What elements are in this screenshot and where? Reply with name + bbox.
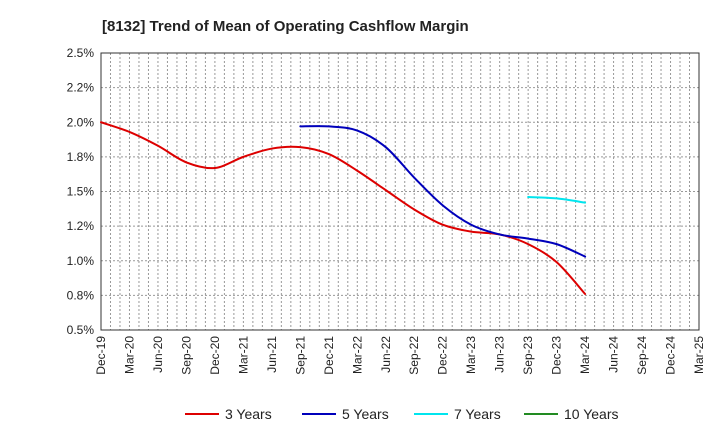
- x-tick-label: Dec-22: [436, 336, 450, 375]
- axis-layer: 0.5% 0.8% 1.0% 1.2% 1.5% 1.8% 2.0% 2.2% 2.5% Dec-…: [67, 46, 706, 375]
- y-tick-label: 2.5%: [67, 46, 95, 60]
- x-tick-label: Dec-24: [664, 336, 678, 375]
- chart-title: [8132] Trend of Mean of Operating Cashfl…: [102, 18, 469, 35]
- x-tick-label: Sep-22: [407, 336, 421, 375]
- x-tick-label: Mar-22: [350, 336, 364, 374]
- legend-label-5-years: 5 Years: [342, 406, 389, 422]
- series-line-5-years: [299, 125, 587, 258]
- y-tick-label: 1.0%: [67, 254, 95, 268]
- x-tick-label: Mar-23: [464, 336, 478, 374]
- x-tick-label: Dec-23: [550, 336, 564, 375]
- y-tick-label: 1.2%: [67, 219, 95, 233]
- legend-label-7-years: 7 Years: [454, 406, 501, 422]
- x-tick-label: Mar-25: [692, 336, 706, 374]
- plot-area: [101, 53, 699, 330]
- x-tick-label: Jun-23: [493, 336, 507, 373]
- grid-layer: [101, 52, 699, 331]
- x-tick-label: Jun-22: [379, 336, 393, 373]
- x-tick-label: Dec-19: [94, 336, 108, 375]
- legend-label-10-years: 10 Years: [564, 406, 619, 422]
- x-tick-label: Dec-20: [208, 336, 222, 375]
- y-tick-label: 1.8%: [67, 150, 95, 164]
- y-tick-label: 2.2%: [67, 81, 95, 95]
- y-tick-label: 1.5%: [67, 185, 95, 199]
- x-tick-label: Jun-20: [151, 336, 165, 373]
- x-tick-label: Mar-20: [122, 336, 136, 374]
- plot-border: [100, 52, 700, 331]
- x-tick-label: Sep-21: [293, 336, 307, 375]
- x-tick-label: Mar-21: [236, 336, 250, 374]
- y-tick-label: 0.8%: [67, 288, 95, 302]
- x-tick-label: Sep-20: [179, 336, 193, 375]
- x-tick-label: Dec-21: [322, 336, 336, 375]
- series-line-7-years: [527, 196, 587, 204]
- x-tick-label: Sep-23: [521, 336, 535, 375]
- legend: 3 Years 5 Years 7 Years 10 Years: [185, 406, 619, 422]
- y-tick-label: 2.0%: [67, 115, 95, 129]
- x-tick-label: Sep-24: [635, 336, 649, 375]
- series-layer: [100, 121, 587, 295]
- x-tick-label: Mar-24: [578, 336, 592, 374]
- x-tick-label: Jun-21: [265, 336, 279, 373]
- legend-label-3-years: 3 Years: [225, 406, 272, 422]
- y-tick-label: 0.5%: [67, 323, 95, 337]
- x-tick-label: Jun-24: [607, 336, 621, 373]
